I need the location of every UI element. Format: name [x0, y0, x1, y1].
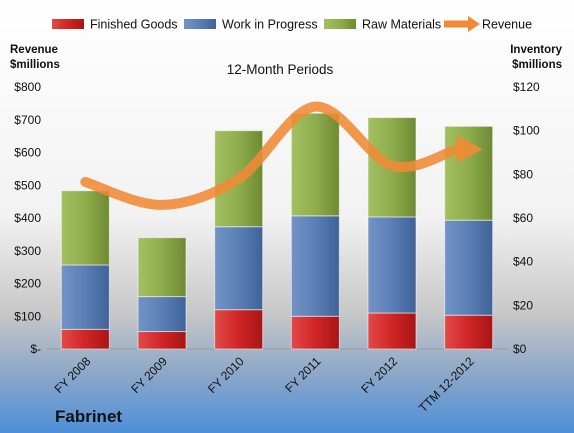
- bar-work-in-progress-ttm-12-2012: [444, 219, 494, 316]
- bars: [60, 112, 494, 350]
- bar-raw-materials-fy-2009: [137, 237, 187, 298]
- left-tick-label: $500: [14, 178, 41, 192]
- left-axis-label-line2: $millions: [10, 59, 60, 71]
- bar-finished-goods-fy-2012: [367, 312, 417, 350]
- bar-finished-goods-fy-2009: [137, 331, 187, 350]
- right-axis-label-line2: $millions: [512, 59, 562, 71]
- legend-label-work-in-progress: Work in Progress: [222, 18, 318, 32]
- bar-raw-materials-ttm-12-2012: [444, 125, 494, 221]
- left-tick-label: $300: [14, 244, 41, 258]
- bar-finished-goods-fy-2008: [60, 328, 110, 350]
- left-tick-label: $700: [14, 113, 41, 127]
- left-tick-label: $200: [14, 277, 41, 291]
- legend-swatch-arrow: [468, 16, 480, 32]
- legend-label-revenue: Revenue: [482, 18, 532, 32]
- bar-finished-goods-ttm-12-2012: [444, 314, 494, 350]
- left-tick-label: $400: [14, 211, 41, 225]
- legend: Finished Goods Work in Progress Raw Materi…: [52, 16, 532, 32]
- right-tick-label: $20: [513, 298, 533, 312]
- bar-work-in-progress-fy-2012: [367, 216, 417, 314]
- right-tick-label: $0: [513, 342, 527, 356]
- revenue-line-arrowhead: [456, 135, 483, 164]
- legend-label-raw-materials: Raw Materials: [362, 18, 441, 32]
- bar-work-in-progress-fy-2009: [137, 296, 187, 333]
- bar-work-in-progress-fy-2010: [214, 226, 264, 311]
- left-tick-label: $600: [14, 146, 41, 160]
- left-tick-label: $-: [30, 342, 41, 356]
- bar-finished-goods-fy-2010: [214, 309, 264, 350]
- legend-swatch-finished-goods: [52, 19, 84, 29]
- right-tick-label: $120: [513, 80, 540, 94]
- legend-label-finished-goods: Finished Goods: [90, 18, 178, 32]
- bar-work-in-progress-fy-2011: [290, 215, 340, 317]
- left-axis-label-line1: Revenue: [10, 44, 58, 56]
- bar-raw-materials-fy-2011: [290, 112, 340, 217]
- axes: $- $100 $200 $300 $400 $500 $600 $700 $800 $0 $20 $…: [14, 80, 540, 356]
- bar-raw-materials-fy-2008: [60, 190, 110, 266]
- revenue-line-layer: [80, 101, 483, 210]
- revenue-line: [80, 101, 462, 210]
- right-axis-label-line1: Inventory: [510, 44, 562, 56]
- right-tick-label: $100: [513, 124, 540, 138]
- legend-swatch-work-in-progress: [184, 19, 216, 29]
- left-tick-label: $800: [14, 80, 41, 94]
- company-name: Fabrinet: [55, 407, 122, 426]
- legend-swatch-raw-materials: [324, 19, 356, 29]
- chart-title: 12-Month Periods: [227, 62, 334, 77]
- bar-work-in-progress-fy-2008: [60, 264, 110, 330]
- bar-finished-goods-fy-2011: [290, 315, 340, 350]
- left-tick-label: $100: [14, 309, 41, 323]
- right-tick-label: $80: [513, 167, 533, 181]
- right-tick-label: $40: [513, 255, 533, 269]
- right-tick-label: $60: [513, 211, 533, 225]
